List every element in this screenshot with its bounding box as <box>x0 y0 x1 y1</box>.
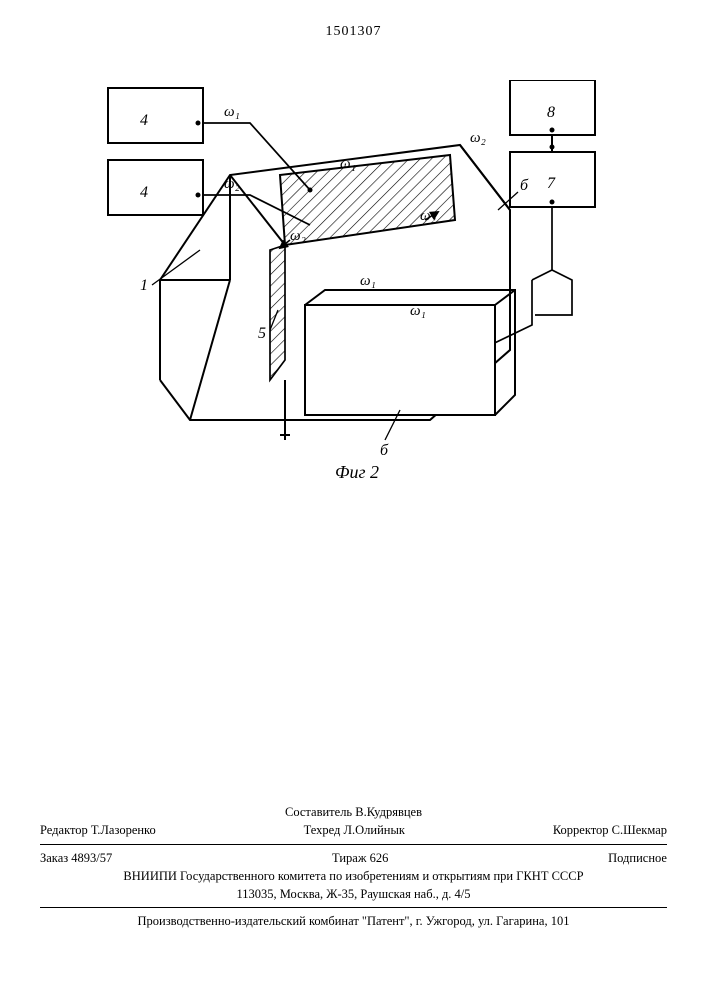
box-7-label: 7 <box>547 175 556 192</box>
editor-name: Т.Лазоренко <box>91 823 156 837</box>
figure-2: 4 4 8 7 ω₁ ω₂ <box>80 80 620 520</box>
omega2-top-right: ω₂ <box>470 130 486 146</box>
tirazh: Тираж 626 <box>332 849 388 867</box>
lead-6-bottom: б <box>380 410 400 459</box>
omega1-left: ω₁ <box>224 104 240 120</box>
box-4-lower: 4 <box>108 160 203 215</box>
box-7: 7 <box>510 135 595 207</box>
omega1-front: ω₁ <box>410 303 426 319</box>
box-4-upper-label: 4 <box>140 112 148 129</box>
corrector-name: С.Шекмар <box>612 823 667 837</box>
svg-text:5: 5 <box>258 325 266 342</box>
box-8-label: 8 <box>547 104 555 121</box>
svg-text:б: б <box>520 177 529 194</box>
compiler-label: Составитель <box>285 805 352 819</box>
org-line-2: 113035, Москва, Ж-35, Раушская наб., д. … <box>40 885 667 903</box>
box-8: 8 <box>510 80 595 135</box>
box-4-upper: 4 <box>108 88 203 143</box>
box-4-lower-label: 4 <box>140 184 148 201</box>
figure-caption: Фиг 2 <box>335 462 379 482</box>
svg-text:1: 1 <box>140 277 148 294</box>
production-line: Производственно-издательский комбинат "П… <box>40 912 667 930</box>
org-line-1: ВНИИПИ Государственного комитета по изоб… <box>40 867 667 885</box>
omega2-mid-left: ω₂ <box>290 228 306 244</box>
main-solid <box>160 145 515 440</box>
techred-label: Техред <box>304 823 341 837</box>
editor-label: Редактор <box>40 823 88 837</box>
imprint-footer: Составитель В.Кудрявцев Редактор Т.Лазор… <box>40 803 667 930</box>
compiler-name: В.Кудрявцев <box>355 805 422 819</box>
order-number: Заказ 4893/57 <box>40 849 112 867</box>
omega1-mid-bottom: ω₁ <box>360 273 376 289</box>
corrector-label: Корректор <box>553 823 609 837</box>
lead-1: 1 <box>140 250 200 294</box>
omega1-top: ω₁ <box>340 156 356 172</box>
techred-name: Л.Олийнык <box>344 823 405 837</box>
lead-6-top: б <box>498 177 529 210</box>
podpisnoe: Подписное <box>608 849 667 867</box>
svg-text:б: б <box>380 442 389 459</box>
document-number: 1501307 <box>0 24 707 40</box>
omega2-mid-right: ω₂ <box>420 208 436 224</box>
